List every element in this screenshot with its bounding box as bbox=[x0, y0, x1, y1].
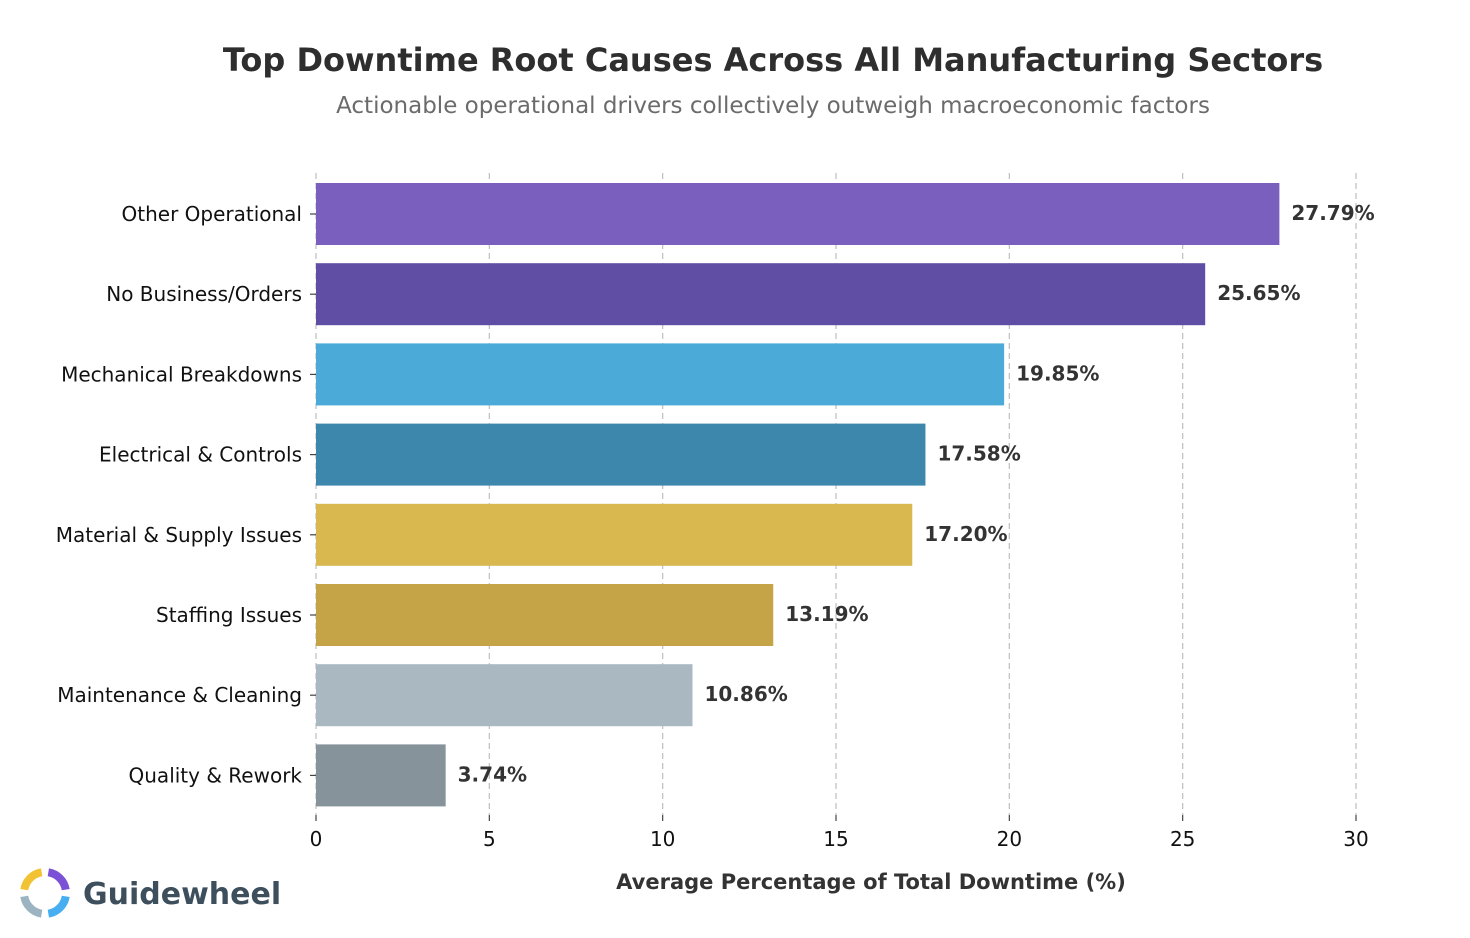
value-label-3: 19.85% bbox=[1016, 361, 1099, 385]
bar-4 bbox=[316, 423, 926, 486]
bar-3 bbox=[316, 343, 1005, 406]
value-label-8: 3.74% bbox=[458, 762, 527, 786]
x-tick-label-5: 5 bbox=[483, 827, 496, 851]
x-tick-label-30: 30 bbox=[1343, 827, 1368, 851]
category-label-6: Staffing Issues bbox=[156, 603, 302, 627]
value-label-2: 25.65% bbox=[1217, 281, 1300, 305]
x-tick-label-25: 25 bbox=[1170, 827, 1195, 851]
value-label-7: 10.86% bbox=[704, 682, 787, 706]
value-label-4: 17.58% bbox=[937, 442, 1020, 466]
x-axis-label: Average Percentage of Total Downtime (%) bbox=[616, 870, 1126, 894]
x-tick-label-10: 10 bbox=[650, 827, 675, 851]
category-label-4: Electrical & Controls bbox=[99, 443, 302, 467]
bars bbox=[316, 183, 1280, 807]
category-label-3: Mechanical Breakdowns bbox=[61, 362, 302, 386]
category-label-1: Other Operational bbox=[122, 202, 303, 226]
brand-name: Guidewheel bbox=[83, 877, 281, 912]
value-labels: 27.79% 25.65% 19.85% 17.58% 17.20% 13.19% 10.8… bbox=[458, 201, 1375, 786]
value-label-5: 17.20% bbox=[924, 522, 1007, 546]
bar-7 bbox=[316, 664, 693, 727]
category-label-2: No Business/Orders bbox=[106, 282, 302, 306]
category-label-7: Maintenance & Cleaning bbox=[57, 683, 302, 707]
x-axis-ticks: 0 5 10 15 20 25 30 bbox=[310, 815, 1369, 851]
bar-8 bbox=[316, 744, 446, 807]
value-label-1: 27.79% bbox=[1291, 201, 1374, 225]
bar-1 bbox=[316, 183, 1280, 245]
guidewheel-wheel-icon bbox=[20, 868, 70, 918]
x-tick-label-15: 15 bbox=[823, 827, 848, 851]
category-labels: Other Operational No Business/Orders Mecha… bbox=[56, 202, 316, 787]
x-tick-label-20: 20 bbox=[997, 827, 1022, 851]
category-label-8: Quality & Rework bbox=[129, 763, 303, 787]
bar-2 bbox=[316, 263, 1206, 326]
chart-subtitle: Actionable operational drivers collectiv… bbox=[336, 93, 1210, 119]
guidewheel-logo: Guidewheel bbox=[20, 868, 281, 918]
value-label-6: 13.19% bbox=[785, 602, 868, 626]
bar-5 bbox=[316, 503, 913, 566]
x-tick-label-0: 0 bbox=[310, 827, 323, 851]
bar-6 bbox=[316, 584, 774, 646]
category-label-5: Material & Supply Issues bbox=[56, 523, 302, 547]
chart-title: Top Downtime Root Causes Across All Manu… bbox=[223, 41, 1323, 79]
